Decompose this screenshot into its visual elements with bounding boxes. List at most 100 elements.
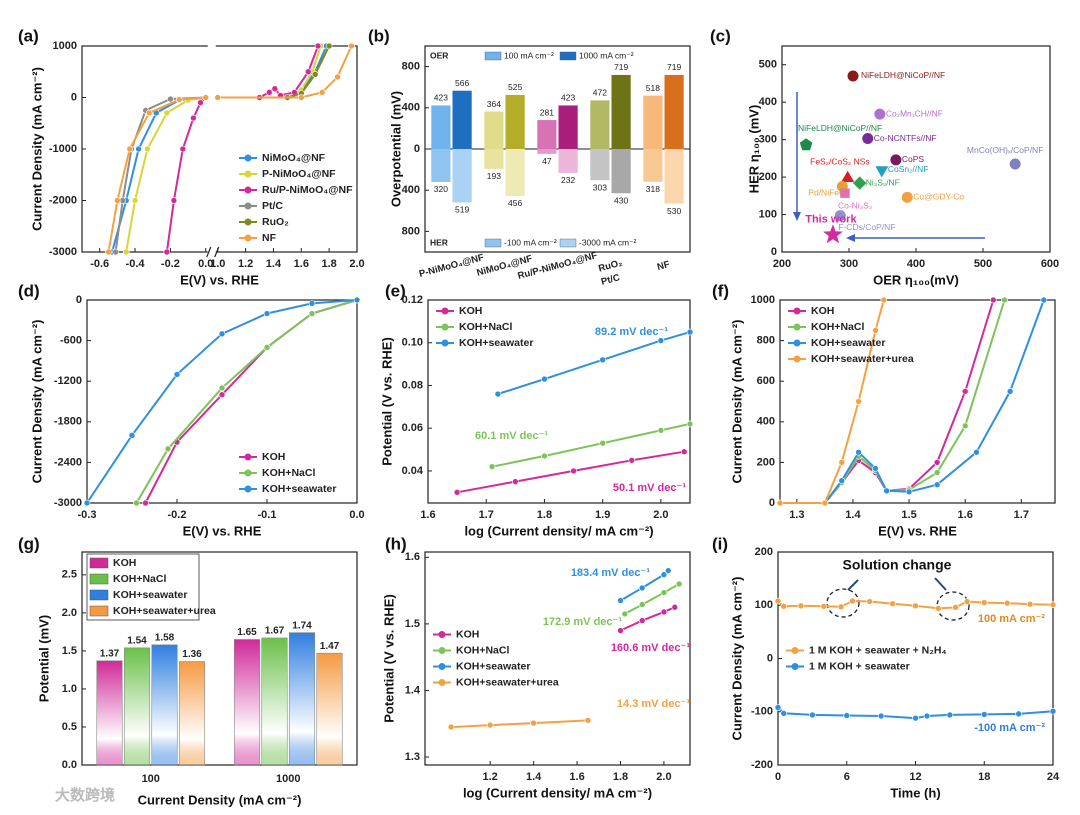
legend-label: KOH+seawater [456,660,530,672]
bar [233,639,261,766]
legend-swatch [89,605,109,617]
legend-marker [244,218,252,226]
point [834,210,846,222]
y-tick-label: 200 [757,456,775,468]
y-tick-label: 1.0 [62,683,77,695]
point-label: Co-Ni₃S₂ [838,200,872,210]
marker [657,427,665,434]
marker [617,597,624,604]
y-tick-label: 0 [771,246,777,258]
marker [946,711,954,719]
y-tick-label: -3000 [49,246,77,258]
legend-marker [438,647,446,654]
x-tick-label: 1.6 [420,509,435,521]
point-label: FeS₂/CoS₂ NSs [810,156,870,166]
y-tick-label: 100 [759,208,777,220]
line-series [777,599,1054,610]
data-label: 472 [593,88,607,98]
legend-label: 1 M KOH + seawater + N₂H₄ [809,644,946,656]
data-label: 423 [561,93,575,103]
slope-label: 14.3 mV dec⁻¹ [617,698,690,710]
legend-marker [791,647,799,654]
data-label: 1.54 [127,635,147,646]
marker [820,603,828,610]
point [841,170,855,182]
y-axis-label: Current Density (mA cm⁻²) [29,320,44,484]
y-axis-label: Current Density (mA cm⁻²) [729,577,744,741]
marker [128,432,136,439]
legend-label: KOH+NaCl [459,321,512,333]
legend-label: NiMoO₄@NF [262,152,326,164]
marker [218,391,226,399]
axis-break-gap [207,43,216,49]
marker [218,384,226,392]
data-label: 456 [508,198,522,208]
point-label: CoPS [902,154,925,164]
data-label: 423 [434,93,448,103]
y-tick-label: 400 [757,416,775,428]
marker [905,488,913,496]
marker [838,477,846,484]
marker [1049,707,1057,715]
marker [1003,599,1011,607]
marker [447,723,455,731]
y-tick-label: 400 [402,184,420,196]
y-tick-label: 2.5 [62,569,77,581]
y-tick-label: -2400 [54,456,82,468]
y-axis-label: Overpotential (mV) [388,91,403,207]
marker [1001,296,1008,304]
point-label: Co-NCNTFs//NF [874,133,937,143]
point-label: Cu@GDY-Co [913,192,964,202]
panel-label: (c) [710,26,731,45]
marker [935,605,942,612]
x-axis-label: OER η₁₀₀(mV) [873,272,959,287]
marker [348,42,355,50]
x-tick-label: 1.6 [958,509,973,521]
x-axis-label: log (Current density/ mA cm⁻²) [463,785,652,800]
legend-label: KOH+seawater [459,337,533,349]
x-axis-label: E(V) vs. RHE [180,272,259,287]
x-tick-label: -0.1 [258,509,277,521]
legend-label: RuO₂ [262,216,289,228]
marker [112,248,119,256]
marker [263,344,271,351]
legend-marker [438,631,446,638]
bar [151,644,178,766]
point [875,166,889,178]
marker [780,710,788,717]
y-axis-label: Current Density (mA cm⁻²) [29,67,44,231]
legend-marker [438,679,446,686]
legend-title: HER [430,237,448,247]
panel-label: (i) [712,534,728,553]
marker [686,420,694,428]
x-tick-label: 1.7 [479,509,494,521]
legend-marker [438,663,446,670]
legend-label: KOH+NaCl [811,321,864,333]
x-tick-label: 0.0 [198,258,213,270]
point-label: Ni₃S₂/NF [866,177,900,187]
marker [488,463,496,470]
marker [83,499,91,507]
legend-swatch [484,238,502,248]
marker [961,388,969,395]
marker [872,327,879,334]
x-axis-label: Time (h) [890,785,940,800]
legend-label: -3000 mA cm⁻² [579,237,637,247]
marker [866,598,873,605]
marker [179,145,187,153]
data-label: 1.58 [155,632,175,643]
data-label: 193 [487,171,501,181]
marker [163,248,171,256]
marker [334,73,341,81]
marker [304,68,312,76]
marker [638,617,646,624]
legend-label: P-NiMoO₄@NF [262,168,336,180]
x-tick-label: 1.4 [845,509,861,521]
point-label: Pd/NiFeOx [808,188,850,198]
marker [202,94,210,101]
legend-label: KOH+seawater [113,589,187,601]
y-tick-label: -2000 [49,194,77,206]
highlight-circle [826,588,860,618]
marker [686,328,694,336]
y-tick-label: 0.04 [402,465,424,477]
